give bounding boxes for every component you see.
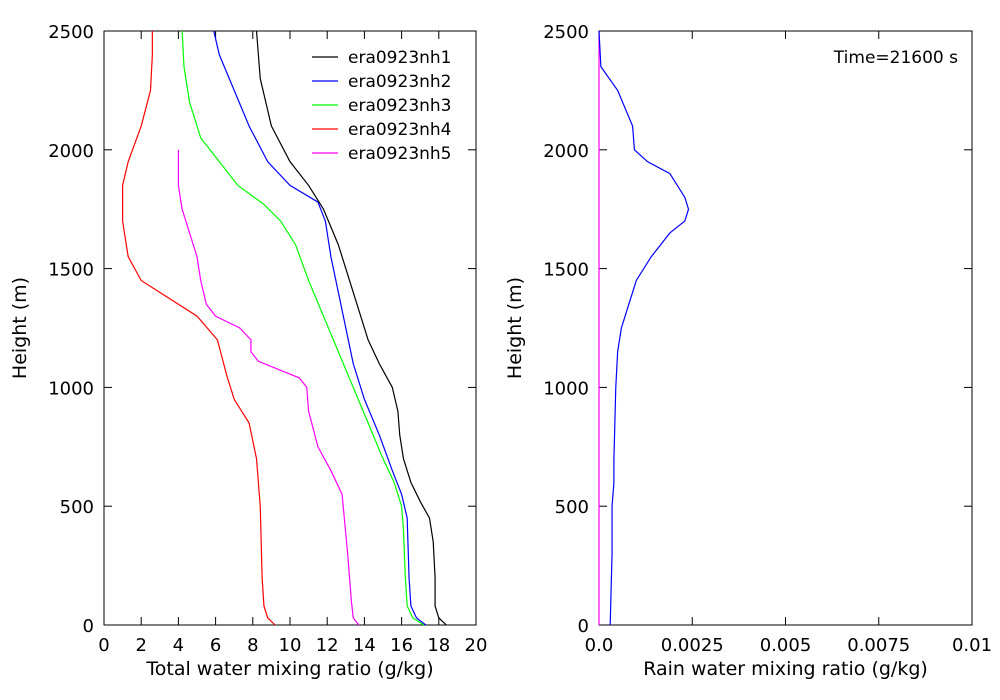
series-line-era0923nh1 [255,30,447,626]
legend-label: era0923nh1 [348,48,452,68]
y-tick-label: 0 [578,616,589,637]
y-tick-label: 0 [83,616,94,637]
y-tick-label: 2000 [48,141,94,162]
x-tick-label: 0.01 [952,635,992,656]
x-tick-label: 0.0 [585,635,614,656]
x-tick-label: 0.0025 [661,635,724,656]
rain-water-panel: 0.0 0.0025 0.005 0.0075 0.01 0 500 1000 1500 2000… [504,22,992,680]
legend-label: era0923nh3 [348,96,452,116]
x-tick-label: 20 [465,635,488,656]
x-tick-label: 2 [135,635,146,656]
y-tick-label: 1000 [48,378,94,399]
legend-label: era0923nh4 [348,120,452,140]
series-line-era0923nh3 [181,30,425,626]
y-axis-label: Height (m) [504,277,526,379]
y-tick-label: 1500 [543,260,589,281]
y-tick-label: 1500 [48,260,94,281]
x-tick-label: 16 [390,635,413,656]
y-tick-label: 2000 [543,141,589,162]
y-tick-label: 2500 [48,22,94,43]
series-line-series-1 [598,30,690,626]
total-water-panel: 0 2 4 6 8 10 12 14 16 18 20 0 500 1000 1500 2000 2500 Tot… [9,22,487,680]
y-axis-label: Height (m) [9,277,31,379]
series-line-era0923nh5 [177,149,360,626]
x-tick-label: 14 [353,635,376,656]
plot-frame [598,30,973,626]
x-tick-label: 4 [173,635,184,656]
x-tick-label: 0.005 [760,635,812,656]
y-tick-label: 1000 [543,378,589,399]
x-tick-label: 18 [427,635,450,656]
legend-label: era0923nh5 [348,144,452,164]
x-tick-label: 6 [210,635,221,656]
x-axis-label: Total water mixing ratio (g/kg) [145,658,433,680]
x-tick-label: 10 [279,635,302,656]
x-axis-label: Rain water mixing ratio (g/kg) [643,658,928,680]
y-tick-label: 500 [555,497,589,518]
x-tick-label: 0 [98,635,109,656]
legend-label: era0923nh2 [348,72,452,92]
x-tick-label: 8 [247,635,258,656]
y-tick-label: 500 [60,497,94,518]
series-line-era0923nh2 [213,30,427,626]
x-tick-label: 0.0075 [847,635,910,656]
y-tick-label: 2500 [543,22,589,43]
time-annotation: Time=21600 s [833,48,958,68]
series-line-era0923nh4 [122,31,276,626]
x-tick-label: 12 [316,635,339,656]
